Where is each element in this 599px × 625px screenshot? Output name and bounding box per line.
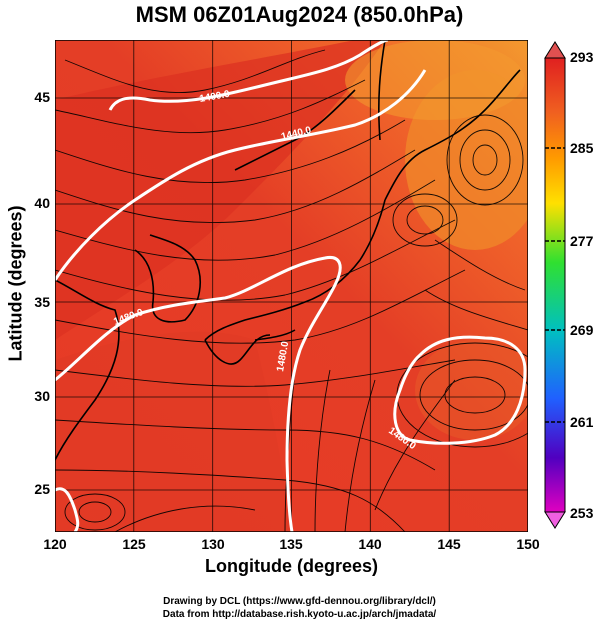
credit-data: Data from http://database.rish.kyoto-u.a… <box>162 609 437 620</box>
y-tick-label: 30 <box>34 388 50 404</box>
contour-label: 1480.0 <box>275 340 291 372</box>
colorbar-gradient <box>544 57 566 513</box>
colorbar-max-arrow <box>544 41 566 59</box>
chart-title: MSM 06Z01Aug2024 (850.0hPa) <box>135 2 464 27</box>
y-tick-label: 40 <box>34 195 50 211</box>
colorbar-tick-label: 269 <box>570 322 594 338</box>
colorbar-tick-label: 293 <box>570 49 594 65</box>
colorbar-tick-label: 285 <box>570 140 594 156</box>
map-svg: 1400.0 1440.0 1480.0 1480.0 1480.0 <box>53 38 554 533</box>
colorbar <box>544 41 566 529</box>
cool-region-pacific <box>415 340 535 440</box>
height-contours <box>53 38 527 533</box>
x-axis-label: Longitude (degrees) <box>204 556 378 576</box>
y-tick-label: 45 <box>34 89 50 105</box>
streamlines <box>54 49 554 533</box>
coastlines <box>54 39 521 461</box>
x-tick-label: 130 <box>201 536 225 552</box>
x-tick-label: 150 <box>516 536 540 552</box>
y-axis-label: Latitude (degrees) <box>5 205 26 362</box>
colorbar-tick-label: 253 <box>570 505 594 521</box>
colorbar-tick-label: 277 <box>570 233 594 249</box>
colorbar-min-arrow <box>544 511 566 529</box>
x-tick-label: 120 <box>43 536 67 552</box>
y-tick-label: 35 <box>34 294 50 310</box>
x-tick-label: 145 <box>437 536 461 552</box>
warm-region-north <box>55 40 385 340</box>
credit-drawing: Drawing by DCL (https://www.gfd-dennou.o… <box>163 596 436 607</box>
x-tick-label: 125 <box>122 536 146 552</box>
x-tick-label: 140 <box>358 536 382 552</box>
map-plot: 1400.0 1440.0 1480.0 1480.0 1480.0 <box>53 38 554 533</box>
x-tick-label: 135 <box>279 536 303 552</box>
colorbar-ticks <box>545 147 565 423</box>
y-tick-label: 25 <box>34 481 50 497</box>
contour-label: 1400.0 <box>199 89 231 105</box>
colorbar-tick-label: 261 <box>570 414 594 430</box>
cool-region-north <box>345 40 525 120</box>
warm-region-south <box>55 331 290 532</box>
